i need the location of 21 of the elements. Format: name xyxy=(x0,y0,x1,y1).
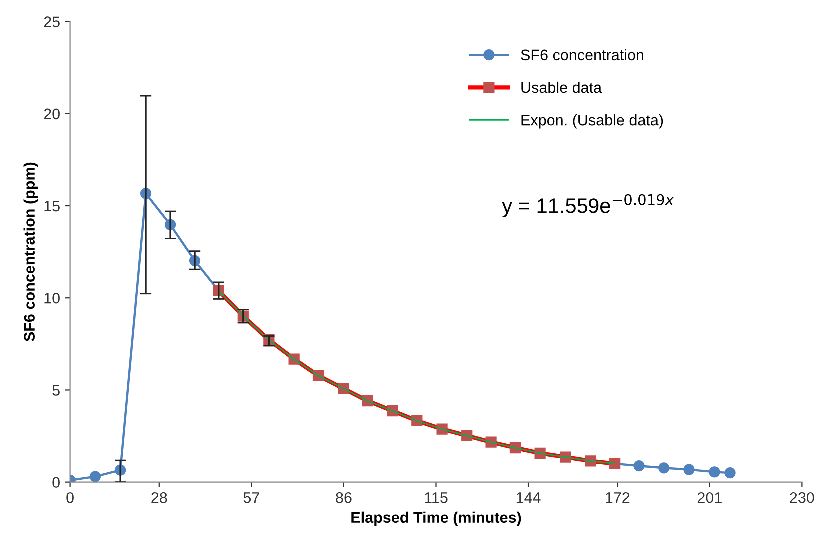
x-tick-label: 28 xyxy=(152,492,168,504)
x-tick-label: 115 xyxy=(425,492,448,504)
x-tick-label: 172 xyxy=(606,492,630,504)
legend-label: Usable data xyxy=(522,82,602,94)
legend-label: Expon. (Usable data) xyxy=(522,114,664,129)
x-tick-label: 57 xyxy=(244,492,260,504)
x-tick-label: 201 xyxy=(698,492,722,504)
x-tick-label: 144 xyxy=(516,492,541,504)
y-tick-label: 0 xyxy=(52,477,60,488)
y-axis-title: SF6 concentration (ppm) xyxy=(24,162,38,342)
y-tick-label: 25 xyxy=(44,16,60,28)
x-tick-label: 86 xyxy=(336,492,352,504)
x-axis-title: Elapsed Time (minutes) xyxy=(352,512,522,526)
y-tick-label: 20 xyxy=(44,108,60,120)
x-tick-label: 0 xyxy=(66,492,74,504)
legend-label: SF6 concentration xyxy=(521,49,644,61)
y-tick-label: 10 xyxy=(44,292,60,304)
y-tick-label: 5 xyxy=(52,385,60,396)
y-tick-label: 15 xyxy=(44,201,60,212)
x-tick-label: 230 xyxy=(790,492,814,504)
annotation: y = 11.559e$^{−0.019x}$ xyxy=(502,194,674,218)
